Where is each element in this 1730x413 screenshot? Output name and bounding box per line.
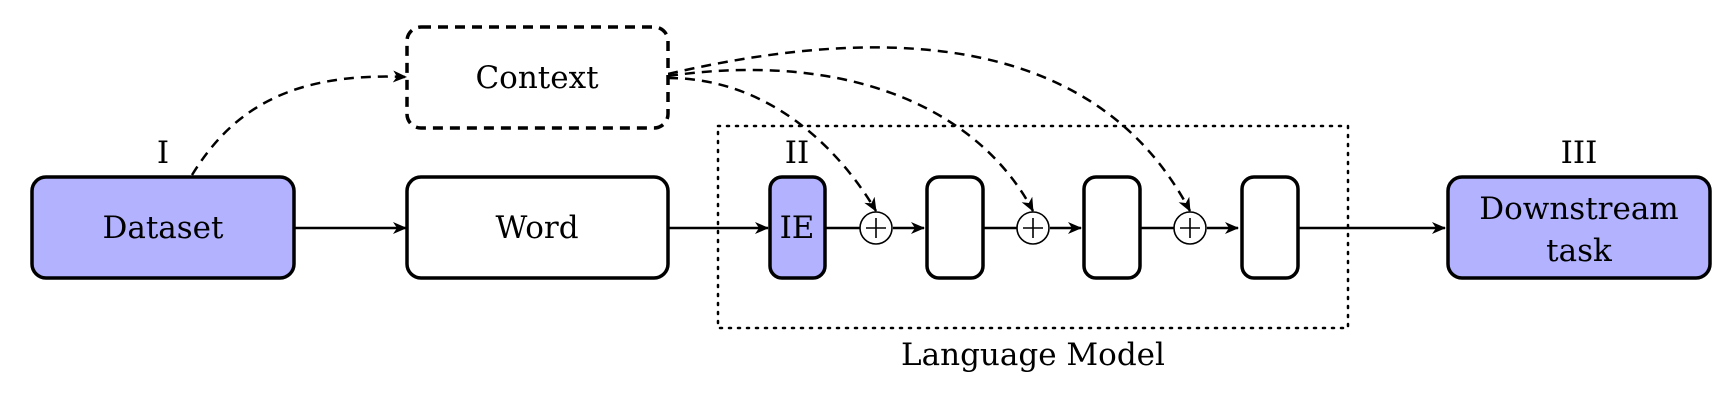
stage-label-3: III xyxy=(1561,135,1598,171)
edge-dataset-context xyxy=(190,70,407,176)
ie-node xyxy=(768,175,827,280)
dataset-node xyxy=(30,175,296,280)
stage-label-2: II xyxy=(785,135,810,171)
context-label: Context xyxy=(475,60,599,96)
lm-layer-3 xyxy=(1240,175,1300,280)
word-label: Word xyxy=(495,210,578,246)
dataset-label: Dataset xyxy=(103,210,225,246)
plus-operator-1 xyxy=(859,211,893,245)
plus-operator-3 xyxy=(1173,211,1207,245)
downstream-task-node xyxy=(1446,175,1712,280)
plus-operator-2 xyxy=(1016,211,1050,245)
downstream-label-line1: Downstream xyxy=(1479,191,1678,227)
ie-label: IE xyxy=(780,210,815,246)
word-node xyxy=(405,175,670,280)
lm-layer-2 xyxy=(1082,175,1142,280)
edge-context-plus2 xyxy=(667,68,1035,212)
edge-context-plus1 xyxy=(667,76,878,212)
language-model-label: Language Model xyxy=(901,337,1165,373)
downstream-label-line2: task xyxy=(1546,233,1612,269)
context-node xyxy=(405,25,670,130)
lm-layer-1 xyxy=(925,175,985,280)
stage-label-1: I xyxy=(157,135,169,171)
